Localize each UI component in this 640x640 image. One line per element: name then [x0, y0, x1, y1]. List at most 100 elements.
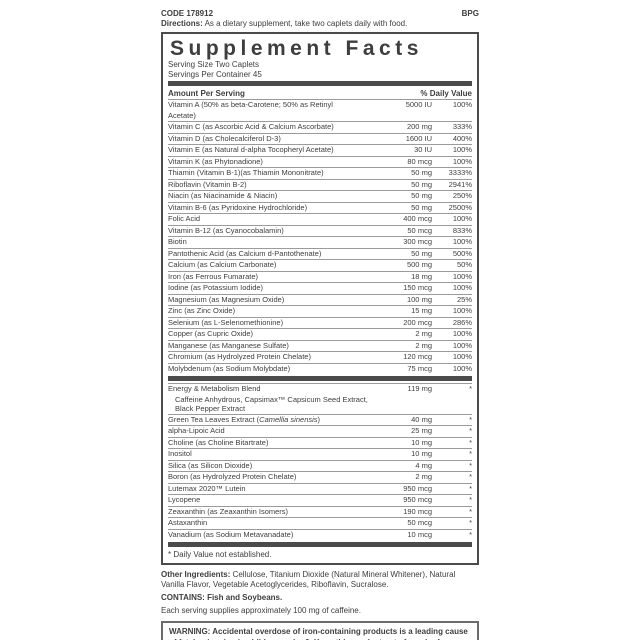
- label-meta-row: CODE 178912 BPG: [161, 9, 479, 19]
- nutrient-name: Choline (as Choline Bitartrate): [168, 437, 269, 447]
- nutrient-daily-value: 25%: [456, 294, 472, 304]
- nutrient-row: Chromium (as Hydrolyzed Protein Chelate)…: [168, 351, 472, 363]
- nutrient-row: Choline (as Choline Bitartrate) 10 mg *: [168, 436, 472, 449]
- nutrient-daily-value: 100%: [452, 340, 472, 350]
- nutrient-daily-value: 100%: [452, 363, 472, 373]
- column-header-daily-value: % Daily Value: [420, 89, 472, 98]
- nutrient-row: Boron (as Hydrolyzed Protein Chelate) 2 m…: [168, 471, 472, 483]
- nutrient-amount: 5000 IU: [405, 100, 432, 109]
- nutrient-amount: 50 mg: [411, 248, 432, 258]
- nutrient-row: alpha-Lipoic Acid 25 mg *: [168, 425, 472, 437]
- nutrient-amount: 120 mcg: [403, 352, 432, 361]
- nutrient-row: Zeaxanthin (as Zeaxanthin Isomers) 190 mc…: [168, 505, 472, 518]
- nutrient-row: Astaxanthin 50 mcg *: [168, 517, 472, 529]
- serving-size: Serving Size Two Caplets: [168, 60, 260, 69]
- nutrient-amount: 30 IU: [414, 145, 432, 154]
- nutrient-name: Copper (as Cupric Oxide): [168, 329, 254, 338]
- nutrient-daily-value: 100%: [452, 145, 472, 154]
- nutrient-amount: 80 mcg: [407, 156, 432, 166]
- nutrient-daily-value: 100%: [452, 329, 472, 338]
- nutrient-name: Vitamin K (as Phytonadione): [168, 156, 263, 166]
- nutrient-row: Inositol 10 mg *: [168, 448, 472, 460]
- nutrient-row: Vitamin K (as Phytonadione) 80 mcg 100%: [168, 155, 472, 168]
- blend-ingredient-line: Black Pepper Extract: [175, 404, 246, 413]
- nutrient-row: Magnesium (as Magnesium Oxide) 100 mg 25%: [168, 293, 472, 306]
- nutrient-name: Vitamin C (as Ascorbic Acid & Calcium As…: [168, 122, 334, 131]
- nutrient-row: Calcium (as Calcium Carbonate) 500 mg 50%: [168, 259, 472, 271]
- nutrient-row: Vitamin D (as Cholecalciferol D-3) 1600 I…: [168, 132, 472, 145]
- nutrient-name: Molybdenum (as Sodium Molybdate): [168, 363, 291, 373]
- nutrient-daily-value: 100%: [452, 100, 472, 109]
- nutrient-amount: 4 mg: [415, 460, 432, 470]
- nutrient-daily-value: *: [469, 437, 472, 447]
- nutrient-name: Riboflavin (Vitamin B-2): [168, 179, 247, 189]
- nutrient-name: Folic Acid: [168, 214, 201, 223]
- nutrient-row: Iodine (as Potassium Iodide) 150 mcg 100%: [168, 282, 472, 294]
- nutrient-name: Iodine (as Potassium Iodide): [168, 283, 264, 292]
- nutrient-row: Lycopene 950 mcg *: [168, 494, 472, 506]
- thick-divider: [168, 81, 472, 86]
- nutrient-name: Vitamin E (as Natural d-alpha Tocopheryl…: [168, 145, 334, 154]
- nutrient-daily-value: *: [469, 449, 472, 458]
- nutrient-row: Zinc (as Zinc Oxide) 15 mg 100%: [168, 305, 472, 317]
- directions-line: Directions: As a dietary supplement, tak…: [161, 19, 479, 29]
- nutrient-daily-value: 3333%: [448, 168, 472, 177]
- nutrient-amount: 200 mg: [406, 122, 432, 131]
- nutrient-name: Thiamin (Vitamin B-1)(as Thiamin Mononit…: [168, 168, 324, 177]
- nutrient-amount: 200 mcg: [403, 317, 432, 327]
- nutrient-amount: 50 mg: [411, 179, 432, 189]
- nutrient-amount: 100 mg: [406, 294, 432, 304]
- nutrient-row: Iron (as Ferrous Fumarate) 18 mg 100%: [168, 270, 472, 283]
- nutrient-daily-value: 100%: [452, 271, 472, 281]
- directions-label: Directions:: [161, 19, 203, 28]
- nutrient-amount: 300 mcg: [403, 237, 432, 246]
- nutrient-amount: 2 mg: [415, 329, 432, 338]
- nutrient-daily-value: 2941%: [448, 179, 472, 189]
- nutrient-daily-value: 400%: [452, 133, 472, 143]
- nutrient-name: Niacin (as Niacinamide & Niacin): [168, 191, 278, 200]
- nutrient-daily-value: 286%: [452, 317, 472, 327]
- nutrient-amount: 950 mcg: [403, 483, 432, 493]
- nutrient-amount: 10 mcg: [407, 529, 432, 539]
- nutrient-amount: 50 mcg: [407, 225, 432, 235]
- nutrient-amount: 2 mg: [415, 340, 432, 350]
- nutrient-row: Folic Acid 400 mcg 100%: [168, 213, 472, 225]
- nutrient-name: Pantothenic Acid (as Calcium d-Pantothen…: [168, 248, 322, 258]
- nutrient-amount: 119 mg: [407, 384, 432, 393]
- nutrient-name: Zeaxanthin (as Zeaxanthin Isomers): [168, 506, 289, 516]
- nutrient-row: Pantothenic Acid (as Calcium d-Pantothen…: [168, 247, 472, 260]
- contains-statement: CONTAINS: Fish and Soybeans.: [161, 593, 283, 602]
- nutrient-daily-value: *: [469, 460, 472, 470]
- nutrient-daily-value: 50%: [456, 260, 472, 269]
- nutrient-name: Green Tea Leaves Extract (Camellia sinen…: [168, 414, 321, 424]
- nutrient-daily-value: *: [469, 414, 472, 424]
- nutrient-name: Chromium (as Hydrolyzed Protein Chelate): [168, 352, 311, 361]
- nutrient-daily-value: *: [469, 506, 472, 516]
- nutrient-row: Selenium (as L-Selenomethionine) 200 mcg 2…: [168, 316, 472, 329]
- nutrient-row: Energy & Metabolism Blend 119 mg *: [168, 383, 472, 395]
- nutrient-name: Manganese (as Manganese Sulfate): [168, 340, 289, 350]
- nutrient-row: Vitamin B-12 (as Cyanocobalamin) 50 mcg 83…: [168, 224, 472, 237]
- nutrient-row: Vitamin B-6 (as Pyridoxine Hydrochloride…: [168, 201, 472, 214]
- nutrient-row: Vanadium (as Sodium Metavanadate) 10 mcg *: [168, 528, 472, 541]
- nutrient-row: Vitamin C (as Ascorbic Acid & Calcium As…: [168, 121, 472, 133]
- nutrient-name: Vitamin B-12 (as Cyanocobalamin): [168, 225, 284, 235]
- nutrient-name: Biotin: [168, 237, 187, 246]
- nutrient-amount: 50 mg: [411, 202, 432, 212]
- nutrient-amount: 25 mg: [411, 426, 432, 435]
- nutrient-amount: 18 mg: [411, 271, 432, 281]
- nutrient-daily-value: 250%: [452, 191, 472, 200]
- nutrient-name: Inositol: [168, 449, 192, 458]
- nutrient-amount: 50 mcg: [407, 518, 432, 527]
- plant-code: BPG: [461, 9, 479, 18]
- nutrient-daily-value: 833%: [452, 225, 472, 235]
- nutrient-name: Vanadium (as Sodium Metavanadate): [168, 529, 294, 539]
- nutrient-row: Vitamin A (50% as beta-Carotene; 50% as …: [168, 99, 472, 121]
- nutrient-daily-value: *: [469, 426, 472, 435]
- nutrient-row: Thiamin (Vitamin B-1)(as Thiamin Mononit…: [168, 167, 472, 179]
- nutrient-row: Copper (as Cupric Oxide) 2 mg 100%: [168, 328, 472, 340]
- nutrient-name: Zinc (as Zinc Oxide): [168, 306, 236, 315]
- nutrient-row: Niacin (as Niacinamide & Niacin) 50 mg 250…: [168, 190, 472, 202]
- nutrient-row: Lutemax 2020™ Lutein 950 mcg *: [168, 482, 472, 495]
- nutrient-name: Iron (as Ferrous Fumarate): [168, 271, 259, 281]
